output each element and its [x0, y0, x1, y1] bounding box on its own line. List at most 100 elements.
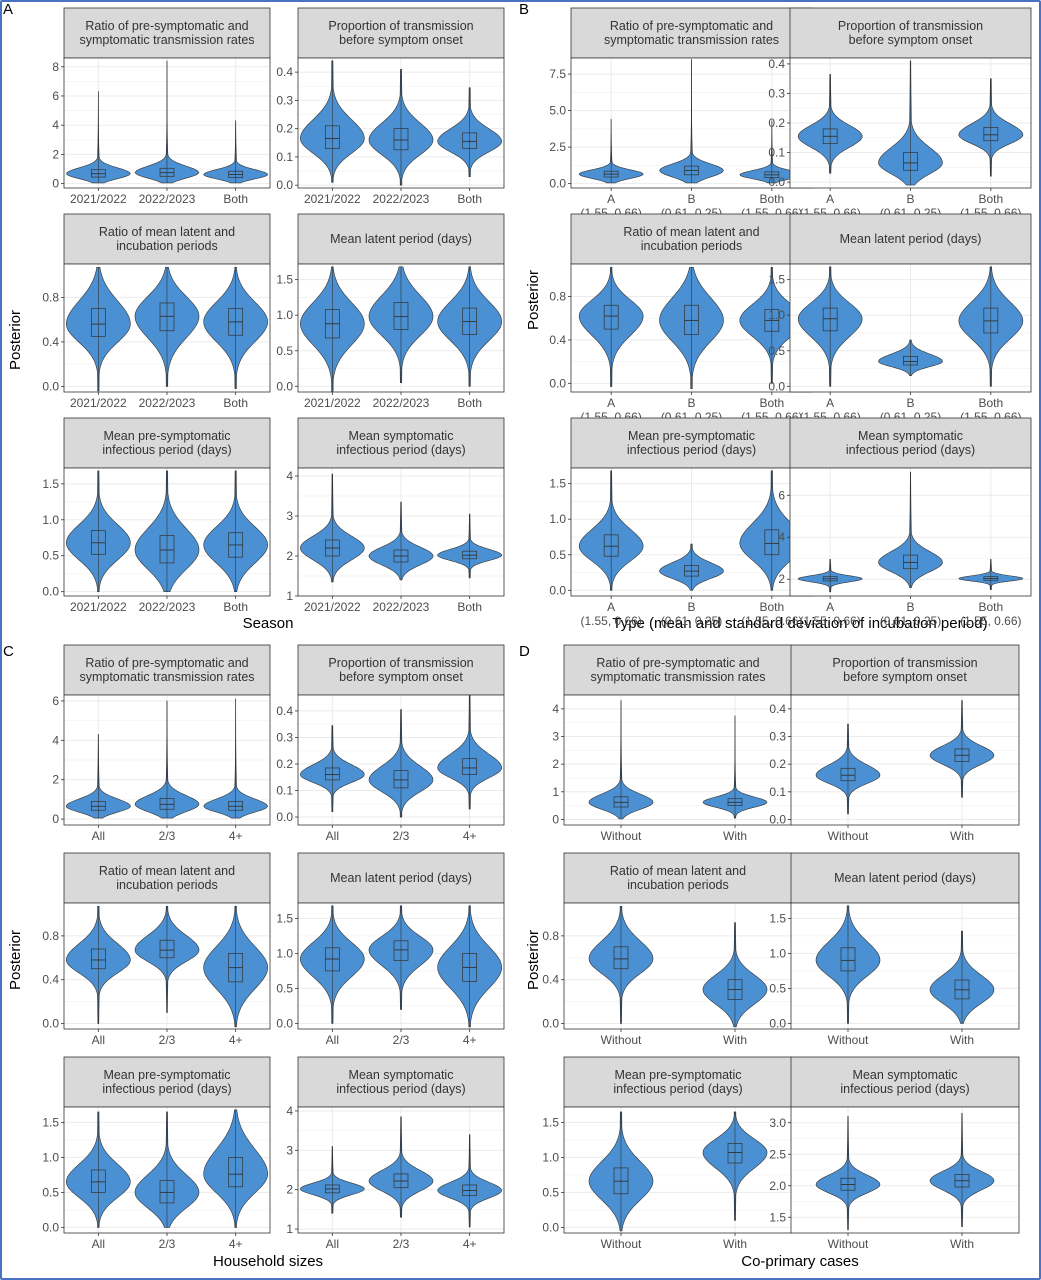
y-tick-label: 1.5: [542, 1115, 559, 1129]
box: [727, 1143, 743, 1164]
facet-strip: [563, 852, 793, 904]
box: [903, 356, 918, 366]
x-tick-label: Without: [828, 1033, 869, 1047]
panel-border: [790, 902, 1020, 1030]
y-tick-label: 6: [778, 488, 785, 502]
x-tick-label: Without: [601, 829, 642, 843]
y-tick-label: 0.4: [769, 702, 786, 716]
y-axis-label: Posterior: [525, 270, 542, 330]
facet-title: before symptom onset: [339, 33, 463, 47]
panel-b: B Posterior Type (mean and standard deviat…: [519, 1, 1032, 632]
x-tick-label: 4+: [229, 829, 243, 843]
x-tick-label: A: [826, 192, 834, 206]
y-tick-label: 4: [778, 530, 785, 544]
facet-title: Mean latent period (days): [834, 871, 976, 885]
y-tick-label: 2.5: [769, 1147, 786, 1161]
y-tick-label: 0.5: [769, 981, 786, 995]
y-tick-label: 0.2: [276, 122, 293, 136]
x-tick-label: A: [826, 600, 834, 614]
y-tick-label: 1: [552, 785, 559, 799]
y-tick-label: 0.0: [549, 583, 566, 597]
box: [822, 307, 838, 332]
box: [324, 125, 340, 149]
y-tick-label: 2: [286, 549, 293, 563]
y-tick-label: 0.3: [276, 93, 293, 107]
y-tick-label: 1.0: [769, 946, 786, 960]
x-tick-label: Both: [457, 396, 482, 410]
facet-strip: [789, 7, 1032, 59]
facet-title: Ratio of pre-symptomatic and: [596, 656, 759, 670]
facet-strip: [790, 852, 1020, 904]
box: [903, 554, 918, 570]
y-tick-label: 0.0: [276, 178, 293, 192]
y-tick-label: 0.4: [768, 57, 785, 71]
x-tick-label: B: [906, 396, 914, 410]
facet-strip: [570, 213, 813, 265]
x-tick-label: 2022/2023: [373, 600, 430, 614]
panel-border: [790, 1106, 1020, 1234]
y-tick-label: 1.5: [769, 911, 786, 925]
y-tick-label: 0.1: [768, 146, 785, 160]
x-tick-label: 2/3: [159, 1033, 176, 1047]
y-tick-label: 0: [52, 177, 59, 191]
facet-title: Proportion of transmission: [328, 19, 473, 33]
y-tick-label: 1.5: [769, 1210, 786, 1224]
x-tick-label: (1.55, 0.66): [960, 614, 1021, 628]
y-tick-label: 0.1: [276, 150, 293, 164]
y-tick-label: 0.0: [42, 1017, 59, 1031]
y-tick-label: 0: [52, 812, 59, 826]
x-axis-label: Co-primary cases: [741, 1253, 859, 1270]
box: [603, 534, 619, 557]
x-tick-label: With: [723, 829, 747, 843]
facet-strip: [297, 852, 505, 904]
x-tick-label: (0.61, 0.25): [880, 614, 941, 628]
box: [393, 770, 409, 789]
facet-strip: [297, 417, 505, 469]
x-tick-label: 2021/2022: [70, 396, 127, 410]
facet-title: infectious period (days): [613, 1082, 742, 1096]
box: [90, 1169, 106, 1193]
y-tick-label: 1.0: [276, 308, 293, 322]
x-tick-label: 4+: [463, 829, 477, 843]
y-tick-label: 0.4: [549, 333, 566, 347]
y-tick-label: 0.4: [542, 973, 559, 987]
y-tick-label: 1.5: [549, 477, 566, 491]
y-tick-label: 0.5: [542, 1185, 559, 1199]
facet-title: symptomatic transmission rates: [79, 33, 254, 47]
facet: Ratio of pre-symptomatic andsymptomatic …: [52, 7, 271, 206]
facet-title: infectious period (days): [627, 443, 756, 457]
x-axis-label: Type (mean and standard deviation of inc…: [612, 615, 987, 632]
facet-title: incubation periods: [116, 239, 217, 253]
panel-border: [790, 694, 1020, 826]
facet-title: Ratio of mean latent and: [623, 225, 759, 239]
facet-title: Proportion of transmission: [328, 656, 473, 670]
x-tick-label: A: [607, 192, 615, 206]
facet-title: Mean latent period (days): [330, 232, 472, 246]
x-tick-label: A: [607, 396, 615, 410]
box: [393, 940, 409, 961]
facet-title: before symptom onset: [843, 670, 967, 684]
y-tick-label: 0.0: [42, 585, 59, 599]
x-tick-label: (1.55, 0.66): [741, 614, 802, 628]
facet-title: Proportion of transmission: [838, 19, 983, 33]
y-tick-label: 0.0: [42, 1220, 59, 1234]
y-axis-label: Posterior: [525, 930, 542, 990]
y-tick-label: 0.0: [769, 812, 786, 826]
y-tick-label: 0.0: [769, 1016, 786, 1030]
x-tick-label: All: [92, 1237, 105, 1251]
facet: Ratio of pre-symptomatic andsymptomatic …: [552, 644, 793, 843]
y-tick-label: 0.0: [768, 175, 785, 189]
y-tick-label: 1.0: [276, 946, 293, 960]
y-tick-label: 0.0: [542, 1220, 559, 1234]
y-tick-label: 3: [286, 1143, 293, 1157]
x-tick-label: With: [950, 1237, 974, 1251]
facet-title: Mean symptomatic: [853, 1068, 958, 1082]
facet-strip: [63, 1056, 271, 1108]
